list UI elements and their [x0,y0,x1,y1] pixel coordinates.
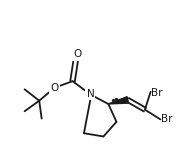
Text: N: N [87,89,94,99]
Text: Br: Br [161,114,173,124]
Text: O: O [50,83,59,93]
Text: O: O [73,49,81,59]
Text: Br: Br [151,88,163,98]
Polygon shape [108,97,129,104]
